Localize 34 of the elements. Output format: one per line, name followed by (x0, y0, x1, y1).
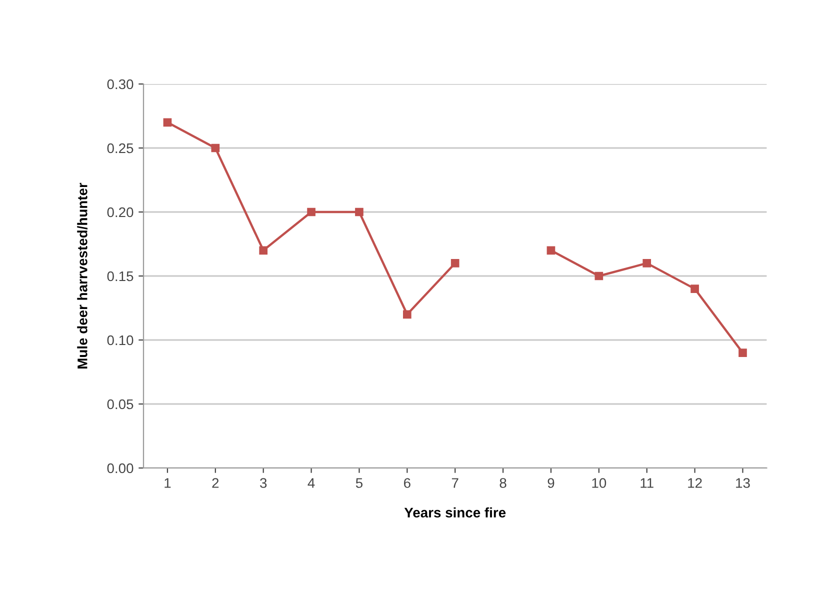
point (355, 208, 364, 216)
y-tick-label: 0.00 (107, 463, 134, 474)
x-tick-label: 12 (688, 478, 702, 488)
point (690, 284, 699, 293)
x-axis-title: Years since fire (404, 507, 506, 518)
y-axis-title: Mule deer harrvested/hunter (77, 182, 88, 368)
x-tick-label: 8 (500, 478, 506, 488)
point (738, 348, 747, 357)
point (402, 310, 412, 319)
x-tick-label: 1 (164, 478, 171, 488)
point (163, 118, 172, 127)
point (307, 208, 316, 216)
point (546, 246, 556, 255)
y-tick-label: 0.30 (107, 79, 134, 90)
y-tick-label: 0.25 (107, 143, 134, 154)
point (259, 246, 268, 255)
x-tick-label: 13 (736, 478, 750, 488)
x-tick-label: 4 (308, 478, 315, 488)
point (450, 259, 460, 268)
point (642, 259, 652, 268)
x-tick-label: 2 (212, 478, 219, 488)
y-tick-label: 0.15 (107, 271, 134, 282)
y-tick-label: 0.10 (107, 335, 134, 346)
y-tick-label: 0.05 (107, 399, 134, 410)
x-tick-label: 6 (404, 478, 410, 488)
x-tick-label: 11 (640, 478, 654, 488)
point (211, 144, 220, 152)
point (594, 272, 604, 280)
x-tick-label: 7 (452, 478, 458, 488)
y-tick-label: 0.20 (107, 207, 134, 218)
x-tick-label: 5 (356, 478, 363, 488)
x-tick-label: 3 (260, 478, 267, 488)
x-tick-label: 10 (592, 478, 606, 488)
x-tick-label: 9 (548, 478, 554, 488)
